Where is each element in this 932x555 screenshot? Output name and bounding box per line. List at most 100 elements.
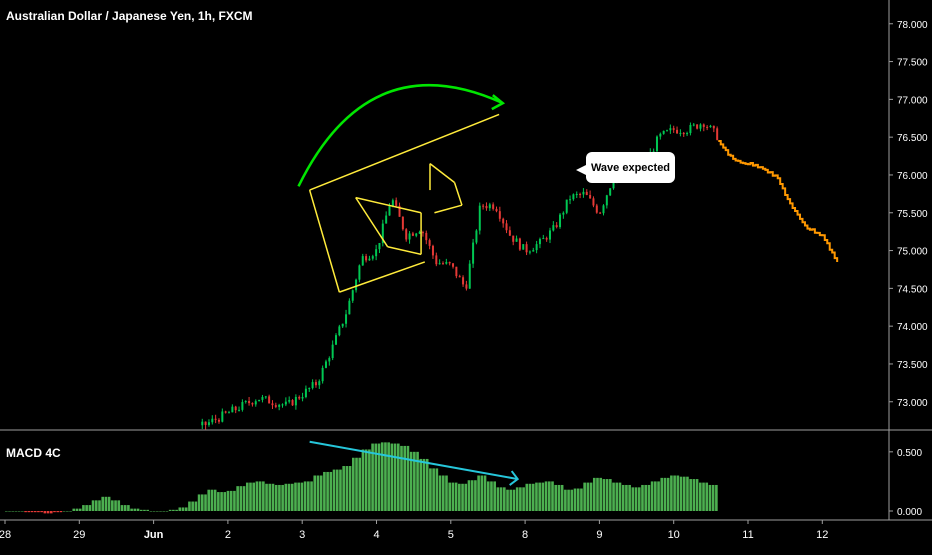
candle-body — [562, 212, 565, 215]
time-tick-label: 8 — [522, 529, 528, 541]
macd-bar — [37, 511, 40, 513]
macd-bar — [53, 511, 56, 513]
macd-bar — [419, 458, 423, 511]
channel-bottom-line — [339, 261, 426, 293]
candle-body — [465, 284, 468, 289]
macd-bar — [33, 511, 37, 513]
time-tick-label: 11 — [742, 529, 753, 541]
macd-bar — [403, 445, 407, 511]
macd-bar — [631, 487, 635, 511]
candle-body — [612, 180, 615, 189]
macd-bar — [27, 511, 31, 513]
price-tick-label: 74.000 — [897, 322, 928, 333]
macd-bar — [11, 511, 15, 512]
macd-bar — [152, 511, 156, 512]
candle-body — [348, 300, 351, 315]
candle-body — [682, 132, 685, 135]
macd-bar — [390, 443, 394, 511]
candle-body — [669, 128, 672, 131]
macd-bar — [448, 482, 452, 511]
macd-bar — [72, 508, 76, 511]
candle-body — [482, 205, 485, 207]
candle-body — [512, 235, 515, 242]
candle-body — [368, 258, 371, 261]
candle-body — [689, 125, 692, 134]
macd-bar — [204, 494, 207, 511]
candle-body — [391, 200, 394, 206]
candle-body — [341, 323, 344, 327]
candle-body — [478, 205, 481, 231]
macd-bar — [503, 487, 506, 511]
candle-body — [324, 361, 327, 368]
macd-bar — [172, 509, 175, 511]
candle-body — [251, 403, 254, 405]
macd-bar — [197, 494, 201, 511]
macd-bar — [625, 484, 628, 511]
flag-bottom-line — [387, 246, 422, 256]
candle-body — [398, 205, 401, 217]
macd-bar — [715, 484, 718, 511]
macd-bar — [217, 492, 220, 511]
momentum-arc — [297, 83, 504, 187]
macd-bar — [316, 475, 320, 511]
macd-bar — [644, 484, 647, 511]
macd-bar — [438, 475, 442, 511]
macd-bar — [400, 445, 403, 511]
macd-bar — [352, 457, 355, 511]
candle-body — [699, 124, 702, 129]
macd-bar — [663, 477, 667, 511]
macd-bar — [695, 479, 699, 511]
flag-left-line — [355, 197, 389, 248]
projection — [718, 139, 839, 263]
macd-bar — [541, 482, 545, 511]
macd-bar — [162, 511, 166, 512]
macd-bar — [239, 486, 243, 511]
candle-body — [535, 244, 538, 251]
macd-bar — [589, 482, 593, 511]
candle-body — [575, 193, 578, 195]
macd-bar — [188, 501, 191, 511]
macd-bar — [679, 476, 683, 511]
macd-bar — [101, 496, 105, 511]
macd-bar — [654, 481, 657, 511]
macd-bar — [592, 477, 596, 511]
macd-bar — [345, 466, 349, 511]
candle-body — [207, 422, 210, 425]
candle-body — [672, 128, 675, 130]
macd-bar — [705, 482, 709, 511]
candle-body — [485, 205, 488, 209]
macd-bar — [323, 471, 326, 511]
candle-body — [221, 411, 224, 422]
macd-bar — [300, 482, 304, 511]
candle-body — [284, 401, 287, 405]
candle-body — [311, 382, 314, 389]
macd-bar — [319, 475, 323, 511]
macd-bar — [377, 443, 381, 511]
candle-body — [696, 124, 699, 129]
candle-body — [395, 200, 398, 206]
candle-body — [338, 326, 341, 336]
candle-body — [565, 199, 568, 213]
macd-bar — [676, 475, 680, 511]
candle-body — [231, 406, 234, 413]
time-tick-label: 29 — [73, 529, 85, 541]
macd-bar — [94, 500, 98, 511]
candle-body — [605, 195, 608, 206]
candle-body — [378, 242, 381, 250]
candle-body — [495, 208, 498, 212]
macd-bar — [303, 481, 307, 511]
macd-bar — [660, 477, 664, 511]
candle-body — [371, 256, 374, 259]
macd-bar — [30, 511, 34, 513]
candle-body — [455, 266, 458, 277]
macd-bar — [175, 509, 178, 511]
macd-bar — [59, 511, 63, 513]
macd-bar — [708, 484, 712, 511]
candle-body — [659, 133, 662, 137]
wedge-bottom-line — [434, 204, 463, 214]
macd-bar — [258, 481, 262, 511]
macd-bar — [348, 466, 352, 511]
candle-body — [388, 205, 391, 216]
